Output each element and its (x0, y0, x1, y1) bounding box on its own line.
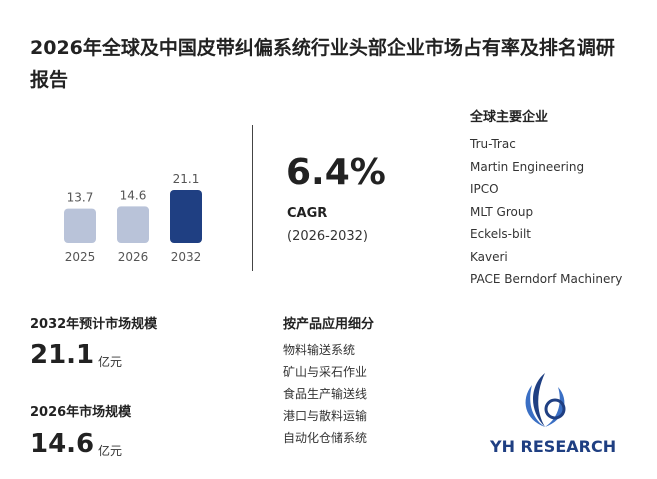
list-item: 港口与散料运输 (283, 409, 368, 423)
list-item: MLT Group (470, 204, 534, 219)
market-value: 14.6 (30, 429, 95, 459)
market-unit: 亿元 (98, 355, 123, 369)
bar (170, 190, 202, 243)
list-item: Eckels-bilt (470, 227, 531, 241)
list-item: Kaveri (470, 249, 508, 264)
bar (64, 208, 96, 243)
cagr-value: 6.4% (286, 152, 386, 193)
category-label: 2025 (65, 250, 96, 264)
market-label: 2032年预计市场规模 (30, 317, 158, 332)
list-item: IPCO (470, 182, 499, 196)
value-label: 14.6 (120, 188, 147, 202)
category-label: 2026 (118, 250, 149, 264)
market-unit: 亿元 (98, 444, 123, 458)
title: 2026年全球及中国皮带纠偏系统行业头部企业市场占有率及排名调研报告 (30, 37, 615, 91)
list-item: Tru-Trac (470, 137, 516, 151)
segments-title: 按产品应用细分 (283, 317, 375, 332)
list-item: 自动化仓储系统 (283, 431, 368, 445)
logo-text: YH RESEARCH (490, 437, 617, 456)
list-item: Martin Engineering (470, 159, 585, 174)
bar-chart: 13.7 2025 14.6 2026 21.1 2032 (64, 172, 202, 264)
list-item: 食品生产输送线 (283, 387, 368, 401)
value-label: 21.1 (173, 172, 200, 186)
value-label: 13.7 (67, 191, 94, 205)
list-item: 矿山与采石作业 (283, 365, 368, 379)
divider (252, 125, 253, 271)
cagr-label: CAGR (287, 206, 328, 221)
companies-title: 全球主要企业 (470, 110, 549, 125)
category-label: 2032 (171, 250, 202, 264)
list-item: PACE Berndorf Machinery (470, 272, 623, 286)
logo-icon (525, 373, 566, 427)
bar (117, 206, 149, 243)
market-label: 2026年市场规模 (30, 405, 132, 420)
market-value: 21.1 (30, 340, 95, 370)
list-item: 物料输送系统 (283, 343, 356, 357)
cagr-period: (2026-2032) (287, 229, 369, 244)
